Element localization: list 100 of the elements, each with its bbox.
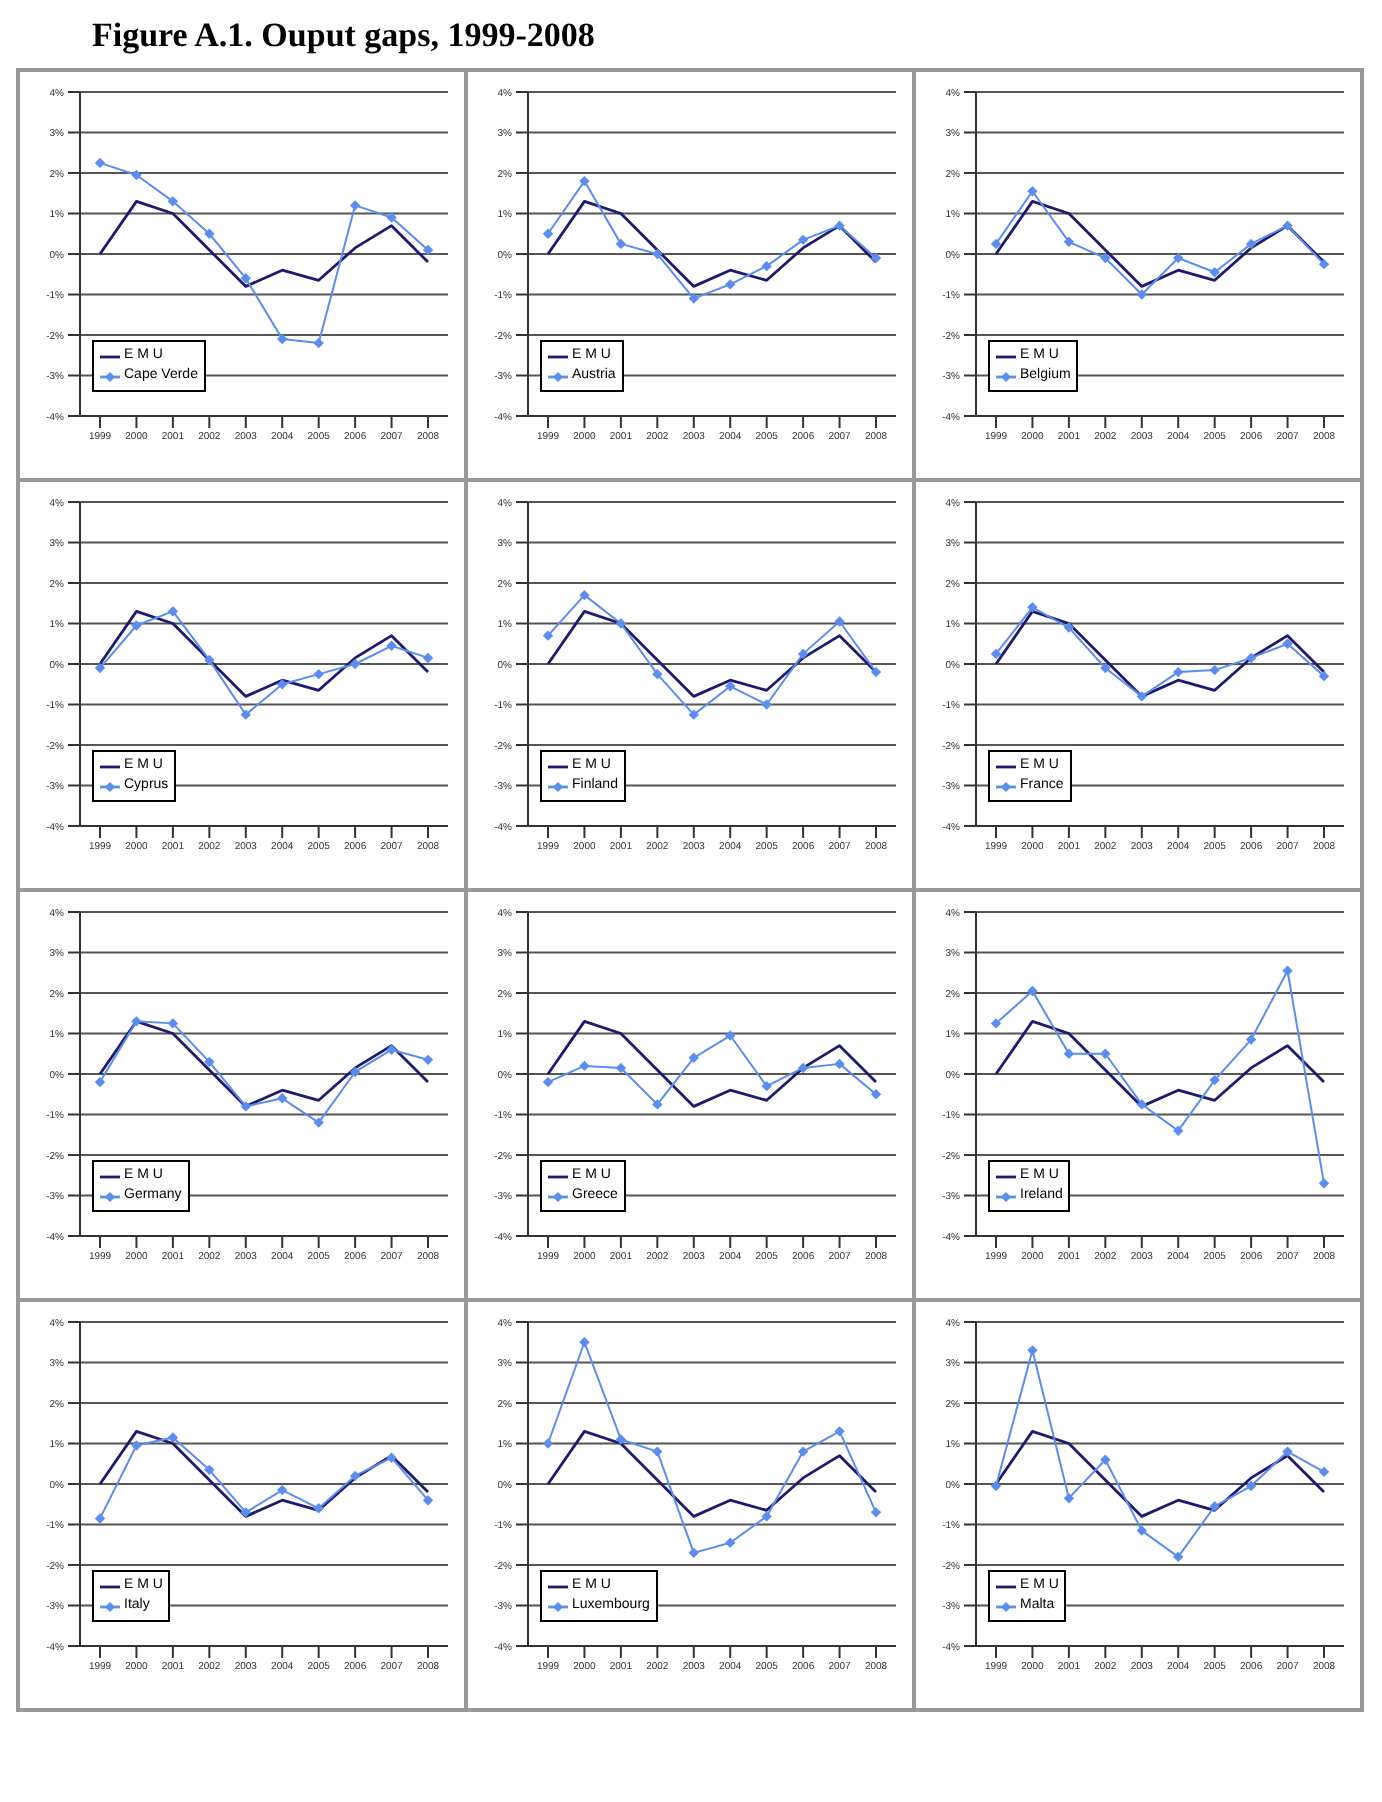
point [725,681,736,692]
point [797,1062,809,1074]
line-series [98,609,430,698]
point [422,1495,434,1506]
point [386,1452,397,1463]
point [870,1089,882,1100]
point [422,652,434,664]
point [615,618,627,629]
point [167,1018,179,1029]
point [579,1337,590,1348]
point [834,220,845,231]
point [725,1537,736,1548]
point [240,1507,251,1518]
point [204,1464,215,1476]
point [1245,652,1257,664]
point [797,648,809,660]
point [386,1044,397,1055]
point [1245,238,1257,250]
point [834,616,845,627]
point [990,1018,1002,1029]
point [725,1030,736,1041]
chart-title: Figure A.1. Ouput gaps, 1999-2008 [92,16,597,56]
point [1173,1551,1184,1563]
point [990,648,1002,660]
line-series [994,1429,1326,1518]
point [131,1440,142,1451]
point [313,1117,324,1128]
point [277,679,288,690]
point [542,1438,554,1449]
point [1063,1048,1075,1059]
point [652,248,663,260]
point [422,244,434,256]
point [277,1093,288,1104]
point [652,668,663,680]
point [834,1426,845,1437]
point [167,606,179,617]
point [761,1080,772,1092]
point [615,238,627,250]
point [131,1016,142,1027]
point [1063,1492,1075,1504]
point [94,1076,106,1088]
point [870,252,882,264]
point [94,662,106,674]
point [1318,258,1330,270]
point [386,640,397,651]
point [1100,1454,1111,1465]
point [1136,289,1147,300]
point [349,658,361,670]
point [1245,1034,1257,1045]
point [204,228,215,239]
point [422,1054,434,1066]
line-series [994,1019,1326,1108]
point [542,630,554,641]
point [688,709,699,720]
point [688,1547,699,1559]
point [542,228,554,239]
point [579,175,590,187]
point [725,279,736,290]
line-series [546,609,878,698]
point [1282,1446,1293,1457]
point [1063,236,1075,248]
point [240,273,251,284]
point [1100,662,1111,674]
point [1136,1099,1147,1110]
point [1245,1480,1257,1492]
point [761,1511,772,1522]
point [1209,1074,1220,1086]
point [797,234,809,246]
line-series [98,199,430,288]
point [797,1446,809,1457]
point [1136,1525,1147,1536]
point [1136,691,1147,702]
point [1282,638,1293,649]
point [1173,1125,1184,1136]
point [1100,252,1111,264]
point [579,589,590,601]
point [990,1480,1002,1492]
point [1027,602,1038,613]
point [94,157,106,169]
point [542,1076,554,1088]
point [277,333,288,345]
point [313,337,324,349]
point [313,1503,324,1514]
point [1282,965,1293,976]
point [277,1484,288,1496]
point [1318,1466,1330,1478]
point [386,212,397,223]
point [615,1434,627,1445]
point [204,654,215,666]
point [313,668,324,680]
point [761,260,772,272]
point [579,1060,590,1072]
point [615,1062,627,1074]
point [1318,670,1330,682]
point [870,1507,882,1518]
point [1173,666,1184,678]
point [1027,186,1038,197]
line-series [546,199,878,288]
point [94,1513,106,1524]
point [1318,1178,1330,1189]
